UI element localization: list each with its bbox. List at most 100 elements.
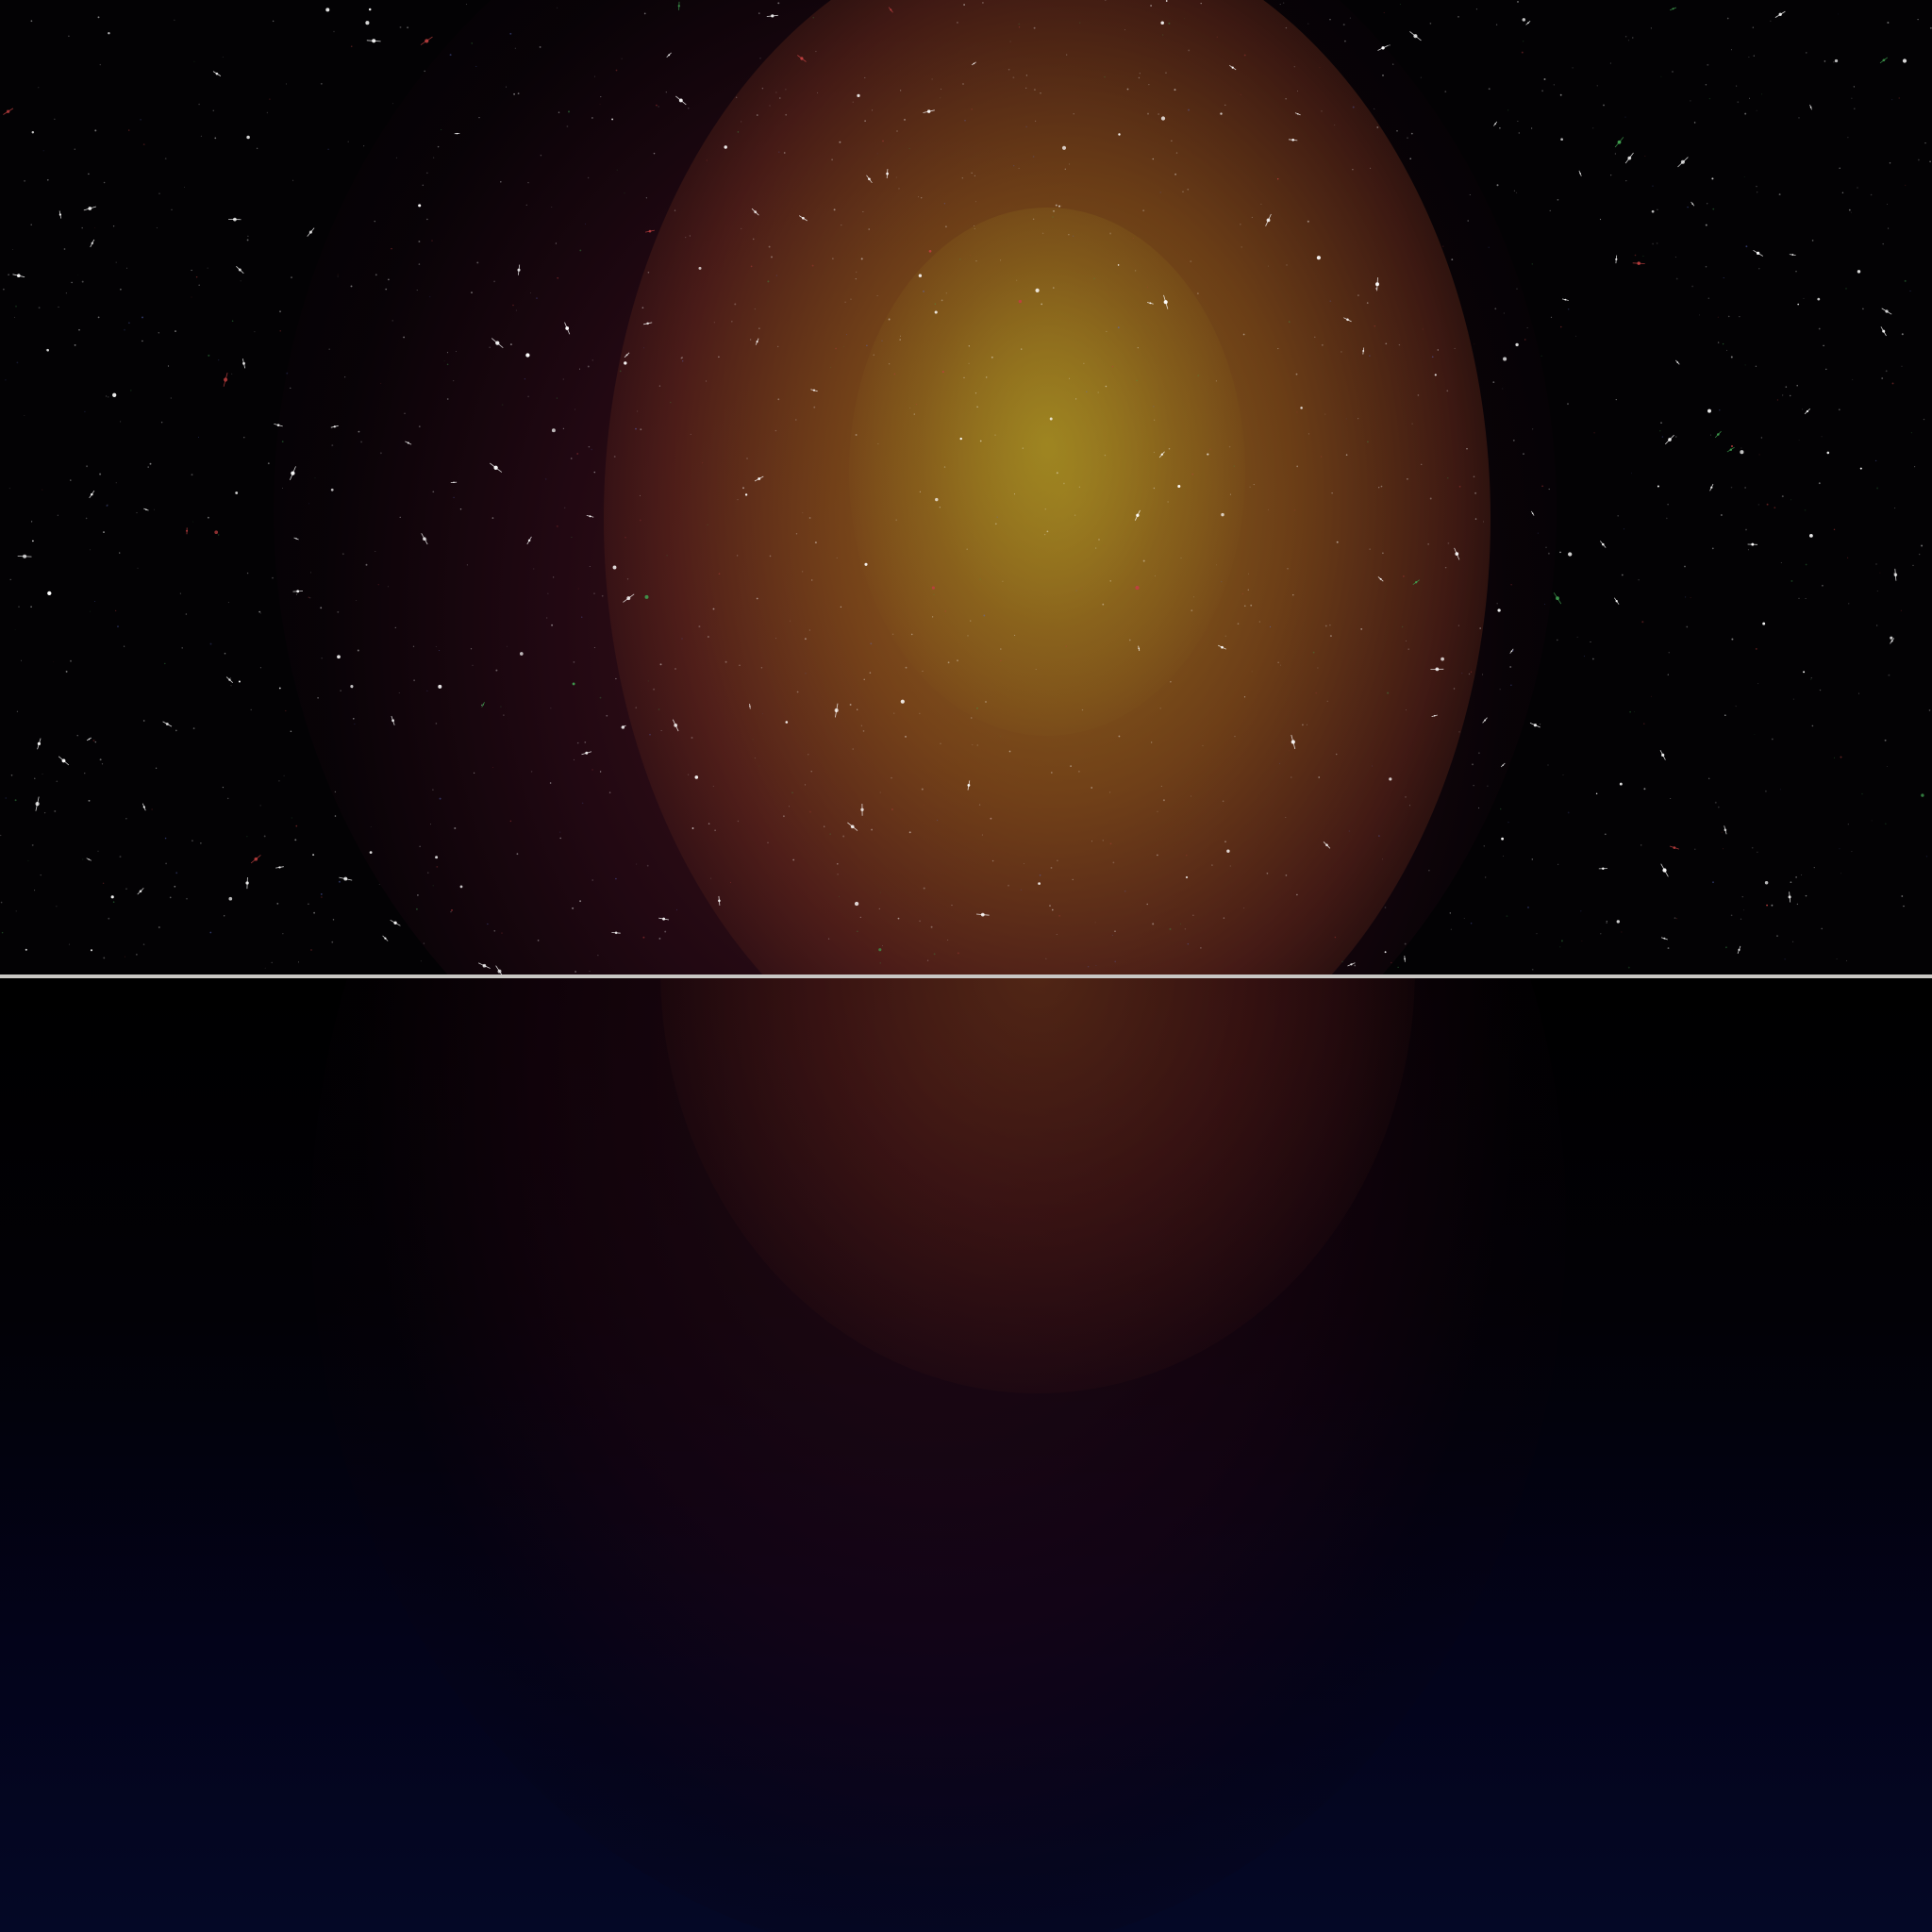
dust-speck bbox=[1154, 419, 1156, 421]
star bbox=[491, 338, 504, 349]
dust-speck bbox=[1801, 874, 1803, 876]
dust-speck bbox=[1079, 22, 1081, 24]
dust-speck bbox=[958, 258, 961, 260]
dust-speck bbox=[1352, 106, 1355, 108]
dust-speck bbox=[1078, 486, 1081, 488]
dust-speck bbox=[714, 829, 716, 831]
dust-speck bbox=[513, 92, 516, 95]
dust-speck bbox=[1409, 805, 1410, 807]
star bbox=[624, 352, 630, 358]
dust-speck bbox=[864, 120, 866, 122]
dust-speck bbox=[557, 276, 559, 279]
dust-speck bbox=[1531, 968, 1534, 971]
dust-speck bbox=[1369, 548, 1371, 550]
dust-speck bbox=[1670, 797, 1672, 800]
dust-speck bbox=[837, 862, 839, 865]
dust-speck bbox=[795, 419, 797, 421]
dust-speck bbox=[1253, 484, 1255, 486]
dust-speck bbox=[1629, 710, 1631, 713]
dust-speck bbox=[805, 673, 807, 675]
dust-speck bbox=[899, 90, 902, 92]
dust-speck bbox=[891, 808, 893, 810]
dust-speck bbox=[1810, 677, 1812, 679]
dust-speck bbox=[1470, 922, 1473, 924]
dust-speck bbox=[358, 430, 360, 433]
star bbox=[1454, 547, 1460, 560]
dust-speck bbox=[1312, 651, 1315, 654]
star bbox=[214, 530, 219, 535]
dust-speck bbox=[1512, 440, 1515, 441]
dust-speck bbox=[174, 19, 175, 21]
dust-speck bbox=[21, 659, 22, 661]
dust-speck bbox=[1707, 63, 1709, 66]
dust-speck bbox=[1548, 488, 1550, 491]
dust-speck bbox=[893, 373, 896, 375]
dust-speck bbox=[852, 748, 854, 750]
dust-speck bbox=[88, 799, 91, 802]
dust-speck bbox=[1228, 445, 1231, 448]
dust-speck bbox=[908, 831, 911, 834]
dust-speck bbox=[815, 50, 817, 53]
star bbox=[1707, 408, 1711, 413]
star bbox=[854, 901, 859, 907]
dust-speck bbox=[945, 292, 947, 294]
dust-speck bbox=[775, 92, 777, 93]
dust-speck bbox=[1114, 930, 1116, 933]
star bbox=[1160, 21, 1164, 25]
dust-speck bbox=[594, 75, 596, 77]
dust-speck bbox=[493, 280, 495, 283]
dust-speck bbox=[350, 285, 353, 288]
star bbox=[526, 536, 532, 545]
dust-speck bbox=[142, 143, 145, 145]
dust-speck bbox=[108, 917, 110, 920]
dust-speck bbox=[635, 427, 637, 430]
dust-speck bbox=[1717, 316, 1720, 319]
dust-speck bbox=[920, 196, 923, 199]
dust-speck bbox=[1760, 437, 1763, 439]
dust-speck bbox=[413, 679, 416, 682]
dust-speck bbox=[553, 576, 555, 578]
dust-speck bbox=[676, 908, 677, 910]
star bbox=[1803, 671, 1806, 674]
dust-speck bbox=[1496, 184, 1499, 187]
dust-speck bbox=[1659, 430, 1661, 432]
dust-speck bbox=[1724, 714, 1726, 717]
dust-speck bbox=[1382, 552, 1384, 555]
dust-speck bbox=[279, 310, 281, 313]
dust-speck bbox=[1403, 575, 1405, 577]
dust-speck bbox=[1757, 504, 1759, 506]
dust-speck bbox=[1781, 495, 1784, 498]
dust-speck bbox=[1536, 933, 1538, 935]
dust-speck bbox=[856, 271, 858, 274]
dust-speck bbox=[136, 954, 138, 956]
dust-speck bbox=[103, 531, 105, 534]
dust-speck bbox=[1086, 391, 1088, 393]
dust-speck bbox=[1833, 61, 1835, 63]
star bbox=[564, 322, 571, 335]
dust-speck bbox=[587, 365, 590, 368]
dust-speck bbox=[472, 664, 474, 666]
dust-speck bbox=[240, 280, 242, 282]
dust-speck bbox=[1307, 433, 1309, 435]
dust-speck bbox=[115, 609, 117, 611]
dust-speck bbox=[1248, 573, 1249, 575]
dust-speck bbox=[1472, 763, 1474, 766]
star bbox=[1134, 509, 1141, 521]
dust-speck bbox=[1833, 528, 1836, 531]
dust-speck bbox=[1845, 959, 1848, 962]
dust-speck bbox=[416, 290, 418, 291]
dust-speck bbox=[1070, 765, 1072, 767]
dust-speck bbox=[642, 936, 645, 939]
star bbox=[1709, 483, 1714, 491]
dust-speck bbox=[198, 437, 200, 439]
dust-speck bbox=[1404, 942, 1407, 945]
star bbox=[923, 109, 935, 113]
dust-speck bbox=[1821, 927, 1823, 930]
dust-speck bbox=[578, 368, 581, 370]
dust-speck bbox=[320, 892, 323, 895]
dust-speck bbox=[878, 908, 880, 910]
star bbox=[1560, 138, 1563, 142]
dust-speck bbox=[962, 83, 964, 85]
dust-speck bbox=[0, 834, 2, 837]
dust-speck bbox=[1840, 873, 1842, 874]
